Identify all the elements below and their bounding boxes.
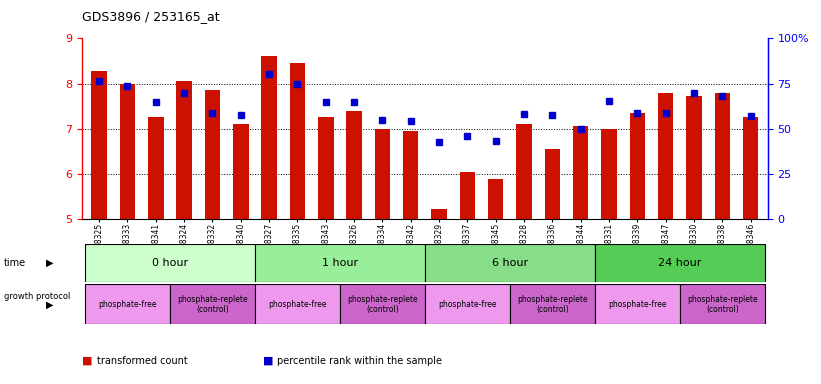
Bar xyxy=(148,118,163,219)
Text: phosphate-free: phosphate-free xyxy=(268,300,327,309)
Text: phosphate-replete
(control): phosphate-replete (control) xyxy=(687,295,758,314)
Text: phosphate-free: phosphate-free xyxy=(608,300,667,309)
Text: 1 hour: 1 hour xyxy=(322,258,358,268)
Bar xyxy=(85,244,255,282)
Bar xyxy=(170,284,255,324)
Text: ■: ■ xyxy=(263,356,277,366)
Bar xyxy=(460,172,475,219)
Text: 24 hour: 24 hour xyxy=(658,258,701,268)
Bar xyxy=(91,71,107,219)
Bar xyxy=(544,149,560,219)
Bar xyxy=(177,81,192,219)
Bar xyxy=(658,93,673,219)
Text: phosphate-replete
(control): phosphate-replete (control) xyxy=(517,295,588,314)
Text: GDS3896 / 253165_at: GDS3896 / 253165_at xyxy=(82,10,220,23)
Text: 0 hour: 0 hour xyxy=(152,258,188,268)
Bar xyxy=(261,56,277,219)
Bar xyxy=(233,124,249,219)
Text: phosphate-replete
(control): phosphate-replete (control) xyxy=(177,295,248,314)
Text: transformed count: transformed count xyxy=(97,356,188,366)
Text: ■: ■ xyxy=(82,356,96,366)
Bar xyxy=(714,93,730,219)
Bar xyxy=(346,111,362,219)
Bar xyxy=(85,284,170,324)
Bar xyxy=(120,84,135,219)
Bar xyxy=(425,284,510,324)
Bar xyxy=(510,284,595,324)
Text: 6 hour: 6 hour xyxy=(492,258,528,268)
Text: growth protocol: growth protocol xyxy=(4,292,71,301)
Text: percentile rank within the sample: percentile rank within the sample xyxy=(277,356,443,366)
Text: phosphate-free: phosphate-free xyxy=(99,300,157,309)
Bar xyxy=(573,126,589,219)
Bar xyxy=(403,131,419,219)
Bar xyxy=(374,129,390,219)
Bar xyxy=(204,90,220,219)
Bar xyxy=(318,118,333,219)
Bar xyxy=(431,209,447,219)
Text: ▶: ▶ xyxy=(46,299,53,310)
Bar xyxy=(425,244,595,282)
Text: ▶: ▶ xyxy=(46,258,53,268)
Bar xyxy=(601,129,617,219)
Bar xyxy=(686,96,702,219)
Bar xyxy=(595,244,765,282)
Bar xyxy=(680,284,765,324)
Bar xyxy=(255,284,340,324)
Bar xyxy=(630,113,645,219)
Bar xyxy=(255,244,425,282)
Text: time: time xyxy=(4,258,26,268)
Bar xyxy=(290,63,305,219)
Bar xyxy=(516,124,532,219)
Bar xyxy=(488,179,503,219)
Text: phosphate-free: phosphate-free xyxy=(438,300,497,309)
Bar xyxy=(340,284,425,324)
Bar xyxy=(743,118,759,219)
Text: phosphate-replete
(control): phosphate-replete (control) xyxy=(347,295,418,314)
Bar xyxy=(595,284,680,324)
